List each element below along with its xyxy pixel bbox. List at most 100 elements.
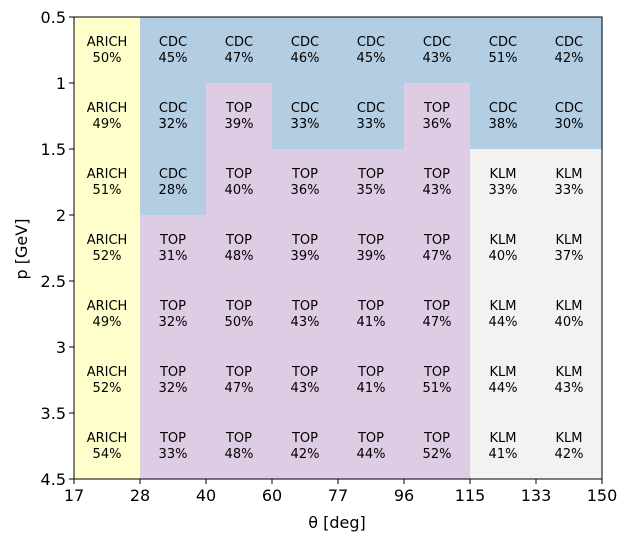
cell-percentage-label: 51%	[489, 51, 518, 66]
cell-detector-label: CDC	[291, 101, 319, 116]
heatmap-cell	[272, 281, 339, 348]
cell-detector-label: TOP	[423, 365, 450, 380]
cell-percentage-label: 54%	[93, 447, 122, 462]
heatmap-cell	[338, 413, 405, 480]
heatmap-cell	[338, 215, 405, 282]
cell-percentage-label: 52%	[93, 381, 122, 396]
cell-percentage-label: 43%	[423, 51, 452, 66]
heatmap-cell	[206, 347, 273, 414]
x-tick-label: 77	[328, 486, 348, 505]
x-axis: 17 28 40 60 77 96 115 133 150	[64, 479, 617, 505]
cell-percentage-label: 33%	[291, 117, 320, 132]
heatmap-cell	[140, 413, 207, 480]
cell-detector-label: CDC	[357, 101, 385, 116]
cell-detector-label: ARICH	[87, 299, 128, 314]
cell-detector-label: CDC	[555, 101, 583, 116]
cell-detector-label: TOP	[423, 299, 450, 314]
cell-percentage-label: 47%	[225, 381, 254, 396]
cell-percentage-label: 43%	[423, 183, 452, 198]
heatmap-cell	[74, 17, 141, 84]
heatmap-cell	[536, 347, 603, 414]
cell-percentage-label: 33%	[555, 183, 584, 198]
cell-detector-label: TOP	[291, 299, 318, 314]
heatmap-cell	[404, 149, 471, 216]
heatmap-cell	[536, 83, 603, 150]
heatmap-cell	[470, 215, 537, 282]
heatmap-cell	[206, 17, 273, 84]
heatmap-cell	[206, 413, 273, 480]
cell-percentage-label: 39%	[291, 249, 320, 264]
cell-detector-label: ARICH	[87, 431, 128, 446]
cell-percentage-label: 40%	[225, 183, 254, 198]
x-tick-label: 133	[521, 486, 552, 505]
cell-detector-label: TOP	[423, 431, 450, 446]
heatmap-cell	[140, 83, 207, 150]
cell-percentage-label: 43%	[555, 381, 584, 396]
cell-detector-label: TOP	[291, 233, 318, 248]
heatmap-cell	[140, 17, 207, 84]
cell-detector-label: TOP	[225, 431, 252, 446]
cell-detector-label: TOP	[225, 233, 252, 248]
heatmap-cell-labels: ARICH50%CDC45%CDC47%CDC46%CDC45%CDC43%CD…	[87, 35, 584, 462]
cell-percentage-label: 39%	[357, 249, 386, 264]
cell-detector-label: KLM	[556, 365, 583, 380]
x-tick-label: 96	[394, 486, 414, 505]
cell-detector-label: KLM	[556, 299, 583, 314]
cell-percentage-label: 51%	[423, 381, 452, 396]
y-tick-label: 2	[56, 206, 66, 225]
cell-percentage-label: 46%	[291, 51, 320, 66]
cell-detector-label: KLM	[556, 431, 583, 446]
x-axis-label: θ [deg]	[308, 513, 366, 532]
y-tick-label: 4.5	[41, 470, 66, 489]
cell-percentage-label: 36%	[423, 117, 452, 132]
cell-detector-label: TOP	[291, 167, 318, 182]
cell-percentage-label: 31%	[159, 249, 188, 264]
y-tick-label: 0.5	[41, 8, 66, 27]
cell-percentage-label: 37%	[555, 249, 584, 264]
cell-percentage-label: 44%	[489, 381, 518, 396]
heatmap-cell	[74, 83, 141, 150]
cell-detector-label: TOP	[159, 299, 186, 314]
cell-detector-label: TOP	[291, 365, 318, 380]
cell-percentage-label: 47%	[225, 51, 254, 66]
heatmap-cell	[536, 413, 603, 480]
cell-detector-label: KLM	[556, 167, 583, 182]
cell-percentage-label: 43%	[291, 315, 320, 330]
cell-percentage-label: 44%	[489, 315, 518, 330]
heatmap-cell	[470, 281, 537, 348]
heatmap-cell	[470, 17, 537, 84]
x-tick-label: 115	[455, 486, 486, 505]
cell-detector-label: CDC	[159, 167, 187, 182]
cell-percentage-label: 50%	[225, 315, 254, 330]
cell-detector-label: CDC	[423, 35, 451, 50]
cell-detector-label: ARICH	[87, 35, 128, 50]
x-tick-label: 60	[262, 486, 282, 505]
heatmap-cell	[338, 347, 405, 414]
cell-detector-label: TOP	[159, 431, 186, 446]
heatmap-cell	[74, 413, 141, 480]
cell-percentage-label: 51%	[93, 183, 122, 198]
cell-percentage-label: 47%	[423, 249, 452, 264]
cell-detector-label: ARICH	[87, 365, 128, 380]
cell-detector-label: KLM	[490, 365, 517, 380]
cell-detector-label: KLM	[490, 167, 517, 182]
cell-detector-label: TOP	[159, 365, 186, 380]
cell-percentage-label: 52%	[423, 447, 452, 462]
heatmap-cell	[404, 413, 471, 480]
cell-detector-label: CDC	[489, 35, 517, 50]
cell-percentage-label: 30%	[555, 117, 584, 132]
heatmap-cell	[140, 347, 207, 414]
cell-percentage-label: 40%	[555, 315, 584, 330]
heatmap-cell	[140, 149, 207, 216]
heatmap-cell	[536, 215, 603, 282]
heatmap-cell	[470, 83, 537, 150]
heatmap-cell	[404, 347, 471, 414]
cell-detector-label: CDC	[225, 35, 253, 50]
x-tick-label: 40	[196, 486, 216, 505]
heatmap-cell	[536, 17, 603, 84]
heatmap-cell	[74, 215, 141, 282]
heatmap-cell	[206, 149, 273, 216]
cell-detector-label: TOP	[225, 167, 252, 182]
heatmap-cell	[338, 281, 405, 348]
